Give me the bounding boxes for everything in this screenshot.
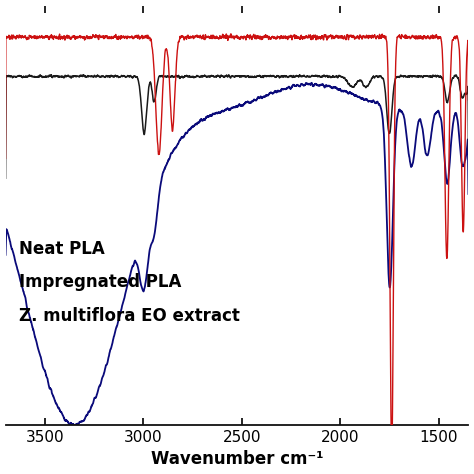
Text: Neat PLA: Neat PLA <box>19 240 105 258</box>
X-axis label: Wavenumber cm⁻¹: Wavenumber cm⁻¹ <box>151 450 323 468</box>
Text: Z. multiflora EO extract: Z. multiflora EO extract <box>19 307 240 325</box>
Text: Impregnated PLA: Impregnated PLA <box>19 273 182 292</box>
